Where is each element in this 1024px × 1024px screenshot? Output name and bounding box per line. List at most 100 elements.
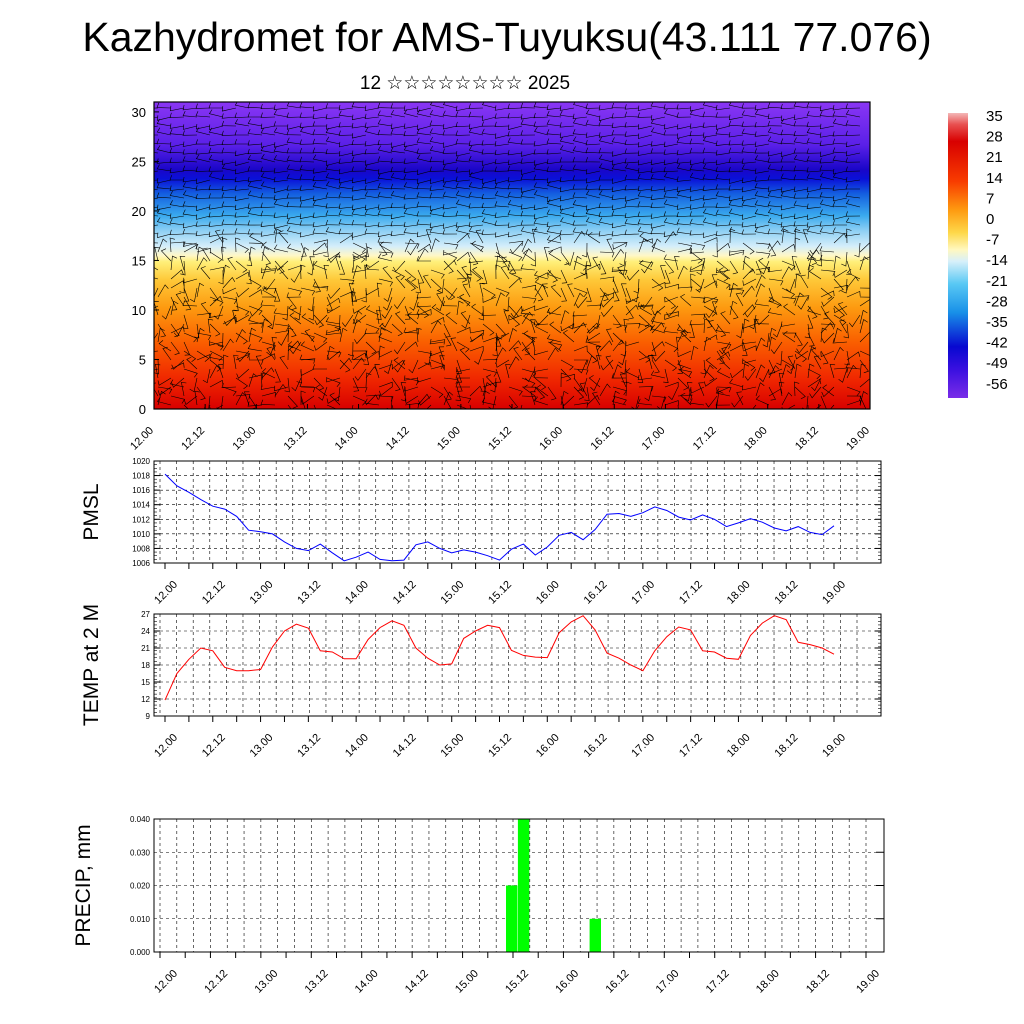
- wind-barb: [443, 332, 452, 347]
- x-tick-label: 18.12: [804, 968, 832, 996]
- wind-barb: [729, 344, 744, 352]
- wind-barb: [273, 308, 289, 316]
- wind-barb: [690, 251, 703, 264]
- wind-barb: [546, 104, 562, 110]
- wind-barb: [716, 323, 727, 337]
- wind-barb: [702, 217, 718, 226]
- wind-barb: [735, 292, 744, 307]
- wind-barb: [572, 184, 588, 190]
- wind-barb: [776, 350, 783, 366]
- y-tick-label: 9: [146, 712, 151, 721]
- wind-barb: [364, 264, 370, 280]
- wind-barb: [546, 158, 562, 165]
- wind-barb: [578, 377, 588, 392]
- wind-barb: [287, 243, 302, 253]
- wind-barb: [715, 166, 731, 172]
- wind-barb: [637, 173, 653, 181]
- wind-barb: [689, 323, 695, 338]
- wind-barb: [736, 391, 744, 406]
- wind-barb: [507, 191, 523, 199]
- wind-barb: [650, 185, 666, 192]
- wind-barb: [189, 287, 198, 303]
- wind-barb: [378, 333, 393, 343]
- wind-barb: [599, 251, 615, 258]
- wind-barb: [156, 182, 172, 190]
- wind-barb: [456, 395, 472, 404]
- wind-barb: [611, 164, 627, 172]
- wind-barb: [416, 183, 432, 190]
- wind-barb: [171, 359, 185, 370]
- wind-barb: [585, 119, 601, 127]
- wind-barb: [729, 249, 745, 256]
- wind-barb: [249, 359, 264, 365]
- wind-barb: [442, 123, 458, 130]
- wind-barb: [234, 139, 250, 145]
- wind-barb: [430, 269, 445, 279]
- wind-barb: [156, 204, 172, 211]
- wind-barb: [482, 368, 498, 377]
- wind-barb: [234, 130, 249, 136]
- wind-barb: [741, 229, 757, 235]
- wind-barb: [299, 381, 315, 388]
- wind-barb: [560, 373, 575, 380]
- wind-barb: [664, 359, 678, 372]
- wind-barb: [560, 287, 567, 302]
- wind-barb: [624, 111, 640, 118]
- wind-barb: [768, 296, 782, 308]
- wind-barb: [781, 151, 796, 157]
- colorbar-label: -42: [986, 335, 1008, 352]
- wind-barb: [377, 145, 393, 154]
- wind-barb: [221, 106, 237, 112]
- wind-barb: [442, 300, 458, 307]
- wind-barb: [689, 248, 705, 254]
- wind-barb: [651, 242, 666, 253]
- wind-barb: [209, 295, 223, 307]
- wind-barb: [299, 147, 315, 154]
- wind-barb: [261, 265, 271, 280]
- wind-barb: [520, 220, 536, 226]
- wind-barb: [651, 341, 665, 352]
- wind-barb: [300, 196, 315, 202]
- wind-barb: [845, 191, 861, 199]
- wind-barb: [403, 174, 419, 181]
- x-tick-label: 13.12: [303, 968, 331, 996]
- wind-barb: [611, 186, 627, 192]
- wind-barb: [820, 350, 829, 365]
- wind-barb: [677, 133, 692, 139]
- wind-barb: [235, 394, 251, 400]
- wind-barb: [456, 327, 471, 334]
- wind-barb: [300, 341, 315, 352]
- wind-barb: [169, 218, 185, 226]
- wind-barb: [456, 368, 463, 383]
- wind-barb: [560, 368, 572, 382]
- wind-barb: [530, 391, 536, 406]
- wind-barb: [768, 278, 784, 286]
- wind-barb: [712, 242, 718, 258]
- wind-barb: [351, 267, 367, 273]
- wind-barb: [559, 136, 575, 145]
- wind-barb: [170, 241, 186, 247]
- wind-barb: [390, 129, 406, 136]
- wind-barb: [338, 130, 354, 136]
- wind-barb: [767, 191, 783, 199]
- wind-barb: [820, 327, 827, 343]
- wind-barb: [755, 260, 762, 275]
- wind-barb: [455, 190, 471, 199]
- x-tick-label: 14.12: [391, 579, 419, 607]
- wind-barb: [618, 350, 627, 366]
- wind-barb: [702, 195, 718, 201]
- wind-barb: [381, 305, 393, 319]
- wind-barb: [261, 154, 276, 163]
- wind-barb: [208, 140, 224, 147]
- wind-barb: [651, 282, 666, 289]
- wind-barb: [741, 121, 757, 127]
- wind-barb: [468, 140, 484, 146]
- wind-barb: [702, 122, 718, 128]
- wind-barb: [247, 344, 263, 352]
- wind-barb: [729, 300, 738, 316]
- wind-barb: [416, 293, 432, 299]
- wind-barb: [208, 147, 224, 154]
- wind-barb: [780, 157, 796, 163]
- wind-barb: [663, 326, 679, 334]
